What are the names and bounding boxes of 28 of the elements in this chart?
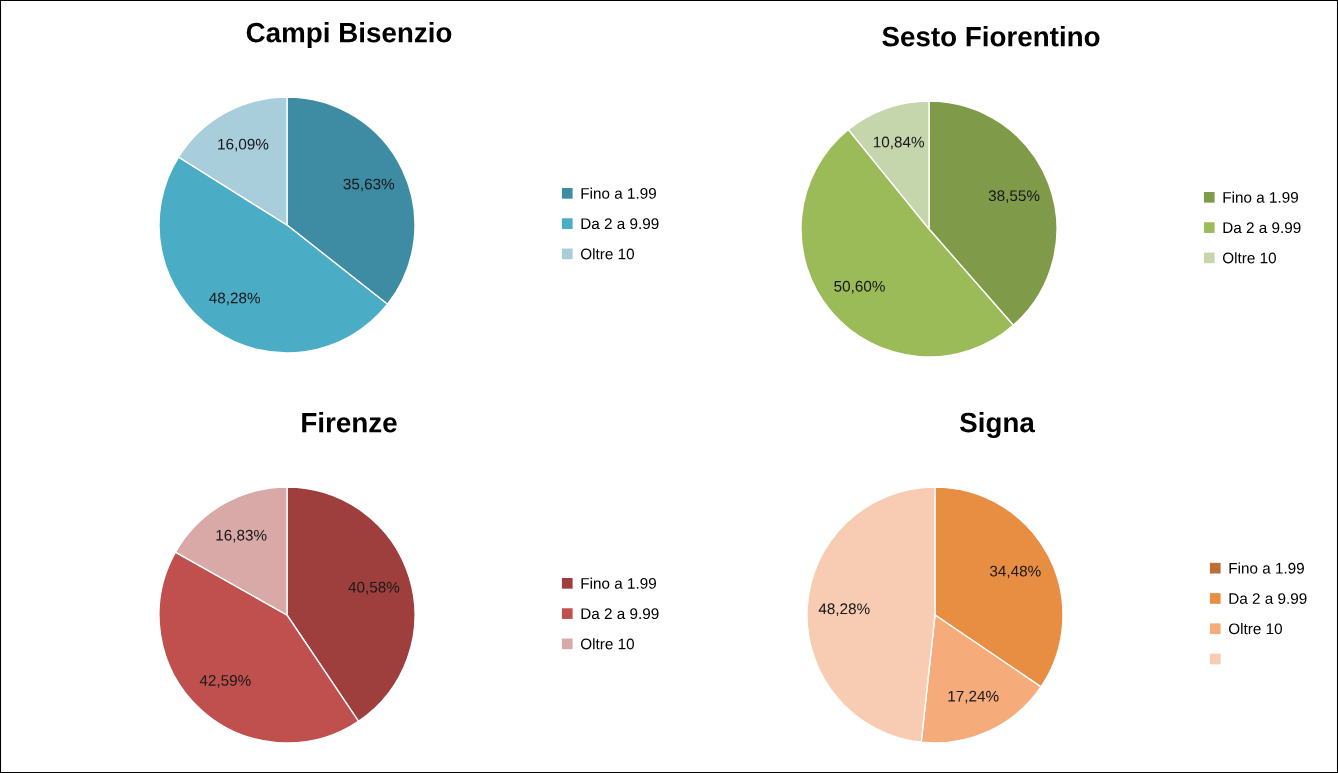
chart-title: Sesto Fiorentino bbox=[882, 26, 1100, 47]
chart-title: Signa bbox=[959, 411, 1035, 439]
legend-label: Da 2 a 9.99 bbox=[1223, 222, 1301, 234]
legend-label: Oltre 10 bbox=[580, 248, 634, 260]
legend-label: Da 2 a 9.99 bbox=[1229, 593, 1307, 604]
legend-label: Oltre 10 bbox=[1228, 623, 1282, 635]
legend-label: Da 2 a 9.99 bbox=[581, 218, 659, 230]
data-label: 38,55% bbox=[988, 190, 1040, 203]
legend-label: Oltre 10 bbox=[1222, 252, 1276, 264]
data-label: 50,60% bbox=[834, 280, 885, 294]
legend-label: Oltre 10 bbox=[580, 638, 634, 650]
legend-label: Fino a 1.99 bbox=[581, 187, 656, 199]
data-label: 48,28% bbox=[818, 603, 870, 616]
data-label: 17,24% bbox=[948, 690, 999, 704]
legend-label: Fino a 1.99 bbox=[1223, 191, 1298, 203]
data-label: 16,83% bbox=[216, 529, 267, 543]
data-label: 48,28% bbox=[209, 292, 261, 306]
legend-label: Fino a 1.99 bbox=[1229, 562, 1304, 574]
data-label: 10,84% bbox=[873, 136, 925, 150]
legend-label: Da 2 a 9.99 bbox=[581, 608, 659, 620]
data-label: 35,63% bbox=[343, 178, 395, 192]
chart-title: Campi Bisenzio bbox=[246, 22, 452, 48]
chart-title: Firenze bbox=[302, 412, 397, 433]
data-label: 40,58% bbox=[348, 581, 400, 595]
data-label: 34,48% bbox=[989, 565, 1041, 579]
legend-label: Fino a 1.99 bbox=[581, 577, 656, 589]
data-label: 42,59% bbox=[199, 675, 251, 688]
data-label: 16,09% bbox=[218, 138, 269, 152]
